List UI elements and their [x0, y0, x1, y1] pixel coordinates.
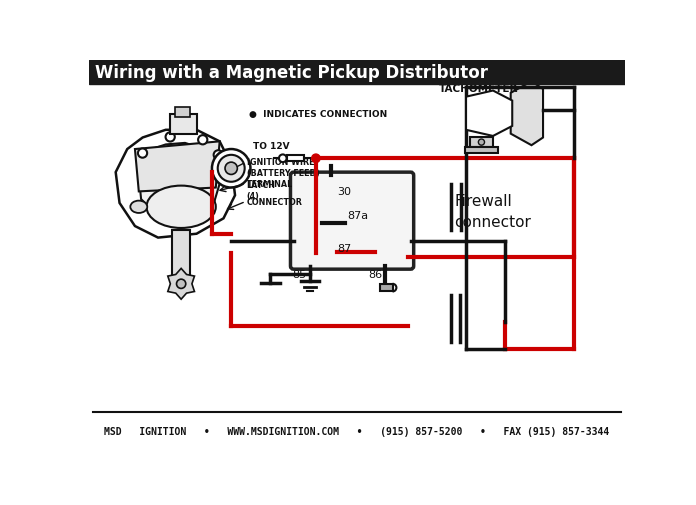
Circle shape	[166, 133, 175, 142]
Bar	[89, 61, 625, 85]
Text: 85: 85	[293, 269, 307, 279]
Ellipse shape	[218, 156, 245, 182]
Polygon shape	[116, 130, 235, 238]
Polygon shape	[139, 143, 220, 221]
Text: LATCH
(4): LATCH (4)	[246, 180, 276, 200]
Text: 87a: 87a	[347, 210, 368, 220]
Circle shape	[279, 155, 287, 163]
Circle shape	[222, 169, 231, 178]
Ellipse shape	[212, 150, 251, 188]
Text: 87: 87	[337, 243, 351, 254]
Circle shape	[177, 280, 186, 289]
Circle shape	[138, 149, 147, 159]
Polygon shape	[511, 82, 543, 146]
FancyBboxPatch shape	[290, 173, 413, 270]
Circle shape	[198, 136, 207, 145]
Text: IGNITION WIRE
(BATTERY FEED)
TERMINAL: IGNITION WIRE (BATTERY FEED) TERMINAL	[246, 158, 319, 188]
Bar	[470, 138, 493, 147]
Text: MSD   IGNITION   •   WWW.MSDIGNITION.COM   •   (915) 857-5200   •   FAX (915) 85: MSD IGNITION • WWW.MSDIGNITION.COM • (91…	[104, 426, 609, 436]
Ellipse shape	[146, 186, 216, 228]
Circle shape	[478, 140, 484, 146]
Text: CONNECTOR: CONNECTOR	[246, 197, 303, 207]
Bar	[464, 147, 498, 154]
Bar	[170, 115, 196, 134]
Text: Firewall
connector: Firewall connector	[454, 193, 531, 229]
Text: ●  INDICATES CONNECTION: ● INDICATES CONNECTION	[249, 110, 387, 119]
Bar	[287, 156, 303, 162]
Polygon shape	[466, 91, 512, 137]
Circle shape	[225, 163, 237, 175]
Polygon shape	[135, 142, 220, 192]
Text: TACHOMETER: TACHOMETER	[439, 84, 519, 93]
Bar	[172, 230, 191, 288]
Bar	[380, 284, 393, 292]
Text: 86: 86	[368, 269, 383, 279]
Bar	[175, 108, 191, 118]
Text: 30: 30	[337, 187, 351, 196]
Text: TO 12V: TO 12V	[253, 141, 290, 150]
Ellipse shape	[130, 201, 148, 214]
Circle shape	[312, 155, 320, 163]
Polygon shape	[168, 269, 194, 299]
Circle shape	[214, 151, 223, 160]
Text: Wiring with a Magnetic Pickup Distributor: Wiring with a Magnetic Pickup Distributo…	[95, 64, 488, 82]
